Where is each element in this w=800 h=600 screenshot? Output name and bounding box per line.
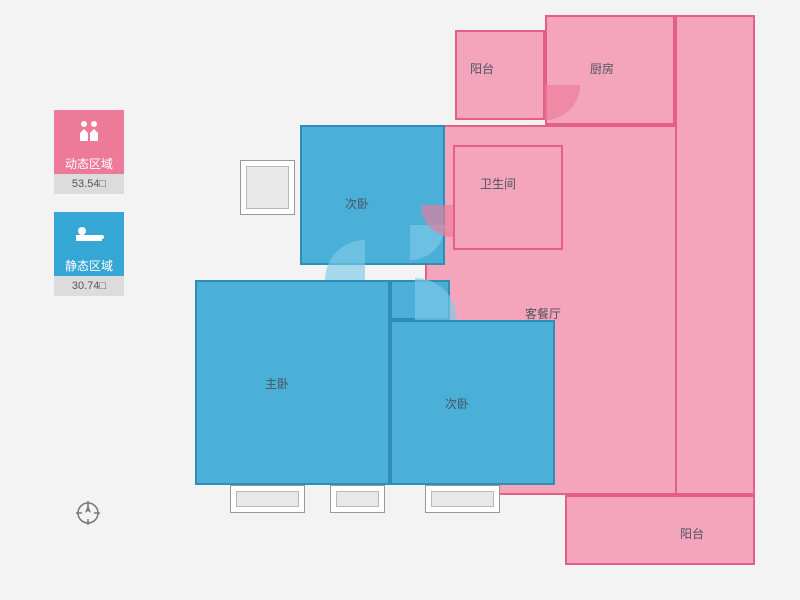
window-inner (431, 491, 494, 507)
room-balcony_top (455, 30, 545, 120)
legend-dynamic-label: 动态区域 (54, 152, 124, 174)
room-bathroom (453, 145, 563, 250)
compass-icon (75, 500, 101, 526)
legend-static: 静态区域 30.74□ (54, 212, 124, 296)
room-label-bathroom: 卫生间 (480, 175, 516, 192)
legend-dynamic-value: 53.54□ (54, 174, 124, 194)
room-label-bedroom_master: 主卧 (265, 375, 289, 392)
window-inner (336, 491, 379, 507)
room-label-balcony_top: 阳台 (470, 60, 494, 77)
room-label-bedroom2_bot: 次卧 (445, 395, 469, 412)
legend-static-value: 30.74□ (54, 276, 124, 296)
bed-icon (54, 212, 124, 254)
window-inner (246, 166, 289, 209)
people-icon (54, 110, 124, 152)
window-inner (236, 491, 299, 507)
room-right_col (675, 15, 755, 495)
legend-static-label: 静态区域 (54, 254, 124, 276)
legend: 动态区域 53.54□ 静态区域 30.74□ (54, 110, 124, 314)
room-label-bedroom2_top: 次卧 (345, 195, 369, 212)
floor-plan: 客餐厅厨房阳台卫生间阳台次卧主卧次卧 (195, 15, 765, 585)
room-label-balcony_bot: 阳台 (680, 525, 704, 542)
room-bedroom2_bot (390, 320, 555, 485)
legend-dynamic: 动态区域 53.54□ (54, 110, 124, 194)
room-balcony_bot (565, 495, 755, 565)
room-label-living: 客餐厅 (525, 305, 561, 322)
room-label-kitchen: 厨房 (590, 60, 614, 77)
room-bedroom_master (195, 280, 390, 485)
